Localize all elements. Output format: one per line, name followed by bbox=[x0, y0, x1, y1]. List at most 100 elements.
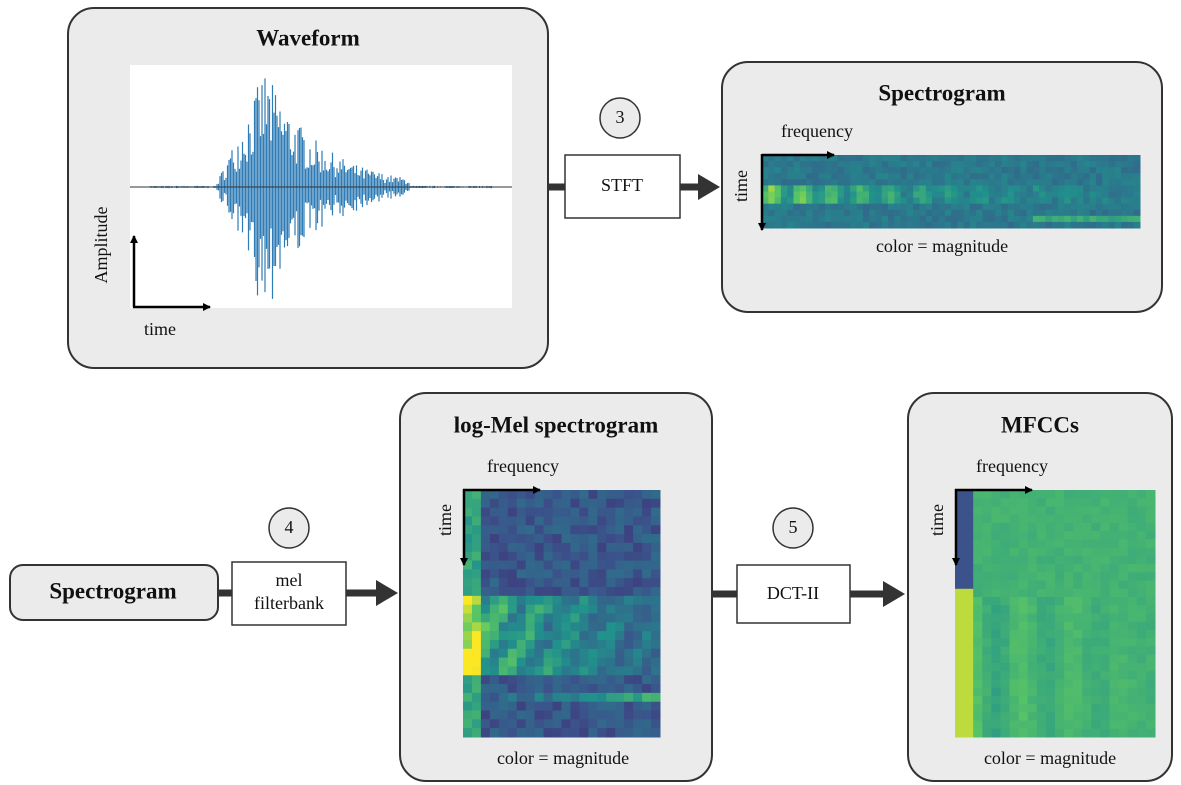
pixel bbox=[982, 498, 992, 507]
pixel bbox=[624, 693, 633, 702]
pixel bbox=[1090, 192, 1097, 199]
pixel bbox=[806, 161, 813, 168]
pixel bbox=[570, 543, 579, 552]
pixel bbox=[1096, 179, 1103, 186]
pixel bbox=[562, 693, 571, 702]
pixel bbox=[964, 531, 974, 540]
pixel bbox=[957, 179, 964, 186]
pixel bbox=[633, 684, 642, 693]
pixel bbox=[1110, 515, 1120, 524]
pixel bbox=[1090, 173, 1097, 180]
pixel bbox=[1010, 515, 1020, 524]
pixel bbox=[973, 564, 983, 573]
pixel bbox=[1010, 572, 1020, 581]
pixel bbox=[517, 561, 526, 570]
pixel bbox=[472, 711, 481, 720]
pixel bbox=[794, 179, 801, 186]
pixel bbox=[945, 192, 952, 199]
pixel bbox=[508, 649, 517, 658]
pixel bbox=[544, 605, 553, 614]
pixel bbox=[1110, 531, 1120, 540]
pixel bbox=[606, 587, 615, 596]
pixel bbox=[553, 728, 562, 737]
pixel bbox=[844, 179, 851, 186]
pixel bbox=[1037, 556, 1047, 565]
pixel bbox=[1037, 622, 1047, 631]
pixel bbox=[1100, 704, 1110, 713]
pixel bbox=[1137, 523, 1147, 532]
pixel bbox=[964, 548, 974, 557]
pixel bbox=[579, 711, 588, 720]
pixel bbox=[991, 515, 1001, 524]
pixel bbox=[800, 222, 807, 229]
pixel bbox=[1010, 729, 1020, 738]
pixel bbox=[1019, 589, 1029, 598]
pixel bbox=[553, 543, 562, 552]
pixel bbox=[1071, 173, 1078, 180]
pixel bbox=[1028, 523, 1038, 532]
pixel bbox=[1110, 704, 1120, 713]
pixel bbox=[920, 155, 927, 162]
pixel bbox=[642, 622, 651, 631]
pixel bbox=[642, 596, 651, 605]
pixel bbox=[819, 210, 826, 217]
pixel bbox=[888, 222, 895, 229]
pixel bbox=[1091, 589, 1101, 598]
pixel bbox=[1020, 222, 1027, 229]
pixel bbox=[819, 161, 826, 168]
pixel bbox=[1033, 185, 1040, 192]
pixel bbox=[481, 569, 490, 578]
pixel bbox=[526, 711, 535, 720]
pixel bbox=[1001, 210, 1008, 217]
pixel bbox=[964, 630, 974, 639]
pixel bbox=[973, 539, 983, 548]
pixel bbox=[499, 508, 508, 517]
pixel bbox=[1055, 630, 1065, 639]
pixel bbox=[1037, 655, 1047, 664]
pixel bbox=[1128, 515, 1138, 524]
pixel bbox=[1039, 198, 1046, 205]
pixel bbox=[869, 198, 876, 205]
pixel bbox=[1128, 655, 1138, 664]
pixel bbox=[1071, 185, 1078, 192]
pixel bbox=[606, 569, 615, 578]
pixel bbox=[1109, 179, 1116, 186]
pixel bbox=[907, 216, 914, 223]
pixel bbox=[913, 179, 920, 186]
pixel bbox=[787, 204, 794, 211]
pixel bbox=[597, 508, 606, 517]
pixel bbox=[955, 721, 965, 730]
pixel bbox=[932, 173, 939, 180]
pixel bbox=[1119, 490, 1129, 499]
pixel bbox=[1073, 679, 1083, 688]
pixel bbox=[490, 490, 499, 499]
pixel bbox=[831, 161, 838, 168]
pixel bbox=[964, 539, 974, 548]
pixel bbox=[1082, 556, 1092, 565]
pixel bbox=[642, 499, 651, 508]
pixel bbox=[499, 622, 508, 631]
pixel bbox=[1096, 198, 1103, 205]
pixel bbox=[562, 508, 571, 517]
pixel bbox=[800, 192, 807, 199]
pixel bbox=[806, 216, 813, 223]
pixel bbox=[982, 679, 992, 688]
pixel bbox=[955, 638, 965, 647]
pixel bbox=[1110, 630, 1120, 639]
pixel bbox=[1019, 556, 1029, 565]
pixel bbox=[1115, 179, 1122, 186]
pixel bbox=[1073, 589, 1083, 598]
pixel bbox=[1137, 688, 1147, 697]
pixel bbox=[615, 675, 624, 684]
pixel bbox=[1037, 712, 1047, 721]
pixel bbox=[1137, 638, 1147, 647]
pixel bbox=[1119, 688, 1129, 697]
pixel bbox=[1110, 696, 1120, 705]
pixel bbox=[579, 614, 588, 623]
pixel bbox=[517, 490, 526, 499]
pixel bbox=[1073, 688, 1083, 697]
pixel bbox=[553, 666, 562, 675]
pixel bbox=[812, 167, 819, 174]
pixel bbox=[957, 204, 964, 211]
pixel bbox=[597, 719, 606, 728]
